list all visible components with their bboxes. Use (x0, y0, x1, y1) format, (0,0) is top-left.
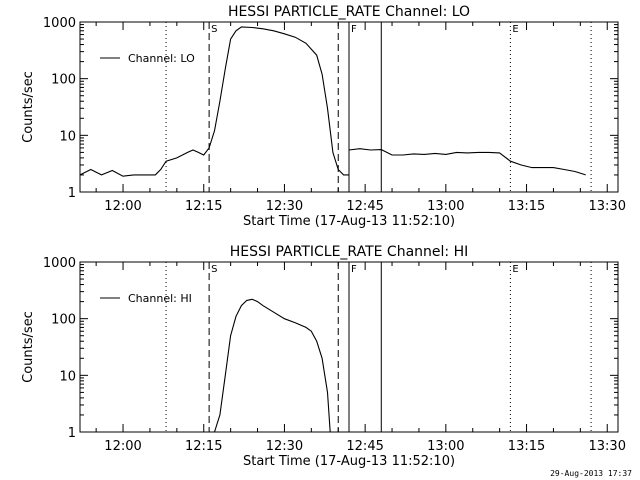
x-tick-label: 12:30 (266, 199, 303, 214)
x-tick-label: 12:45 (346, 199, 383, 214)
y-tick-label: 1000 (43, 16, 76, 31)
x-axis-label: Start Time (17-Aug-13 11:52:10) (243, 454, 455, 469)
legend-label: Channel: HI (128, 292, 192, 305)
event-marker-label: S (211, 264, 217, 275)
event-marker-label: F (351, 24, 357, 35)
event-marker-label: F (351, 264, 357, 275)
series-line (348, 148, 586, 176)
legend-label: Channel: LO (128, 52, 195, 65)
x-tick-label: 13:30 (589, 439, 626, 454)
y-tick-label: 1 (68, 186, 76, 201)
y-tick-label: 10 (59, 369, 76, 384)
event-marker-label: E (512, 264, 518, 275)
x-tick-label: 13:15 (508, 439, 545, 454)
y-tick-label: 1 (68, 426, 76, 441)
series-line (79, 26, 349, 177)
panel-title: HESSI PARTICLE_RATE Channel: LO (228, 4, 470, 20)
panel-title: HESSI PARTICLE_RATE Channel: HI (230, 244, 468, 260)
x-tick-label: 12:15 (185, 439, 222, 454)
panel-lo: HESSI PARTICLE_RATE Channel: LO Counts/s… (21, 4, 626, 229)
x-tick-label: 12:00 (104, 439, 141, 454)
y-tick-label: 100 (51, 73, 76, 88)
event-marker-label: S (211, 24, 217, 35)
x-tick-label: 13:15 (508, 199, 545, 214)
event-marker-label: E (512, 24, 518, 35)
panel-hi: HESSI PARTICLE_RATE Channel: HI Counts/s… (21, 244, 626, 469)
x-axis-label: Start Time (17-Aug-13 11:52:10) (243, 214, 455, 229)
x-tick-label: 12:30 (266, 439, 303, 454)
x-tick-label: 13:00 (427, 439, 464, 454)
x-tick-label: 12:00 (104, 199, 141, 214)
footer-timestamp: 29-Aug-2013 17:37 (550, 469, 632, 478)
x-tick-label: 12:15 (185, 199, 222, 214)
y-tick-label: 1000 (43, 256, 76, 271)
x-tick-label: 13:00 (427, 199, 464, 214)
y-axis-label: Counts/sec (21, 71, 36, 143)
x-tick-label: 13:30 (589, 199, 626, 214)
x-tick-label: 12:45 (346, 439, 383, 454)
y-tick-label: 100 (51, 313, 76, 328)
y-axis-label: Counts/sec (21, 311, 36, 383)
series-line (213, 298, 331, 433)
y-tick-label: 10 (59, 129, 76, 144)
